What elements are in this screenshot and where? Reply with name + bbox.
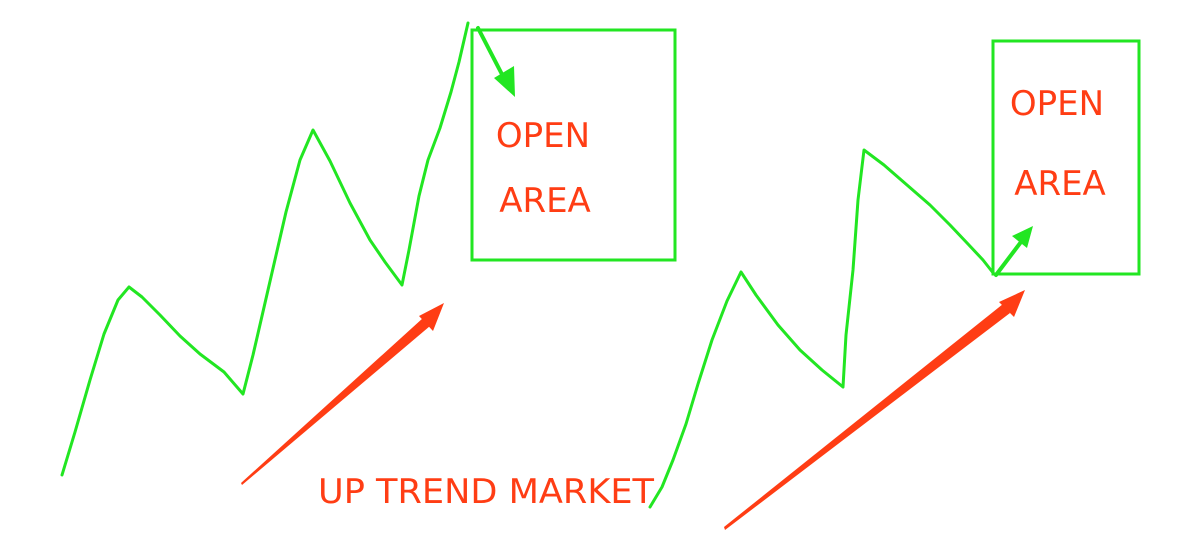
left-price-zigzag [60,21,470,477]
right-diagram: OPEN AREA [648,39,1141,530]
left-red-trend-arrow-shaft [241,318,430,485]
left-open-label: OPEN [496,116,590,156]
up-trend-market-caption: UP TREND MARKET [318,472,654,512]
right-open-label: OPEN [1010,84,1104,124]
left-area-label: AREA [499,181,591,221]
right-green-arrow-shaft [994,236,1026,277]
left-diagram: OPEN AREA [60,21,677,485]
right-open-area-box [991,39,1141,276]
left-red-trend-arrow-head [419,303,444,331]
right-red-trend-arrow-head [999,290,1025,317]
left-open-area-box [470,28,677,262]
right-red-trend-arrow-shaft [724,304,1010,530]
right-area-label: AREA [1014,164,1106,204]
left-green-arrow-head [494,66,515,97]
right-price-zigzag [648,148,996,509]
right-green-arrow-head [1012,226,1033,248]
